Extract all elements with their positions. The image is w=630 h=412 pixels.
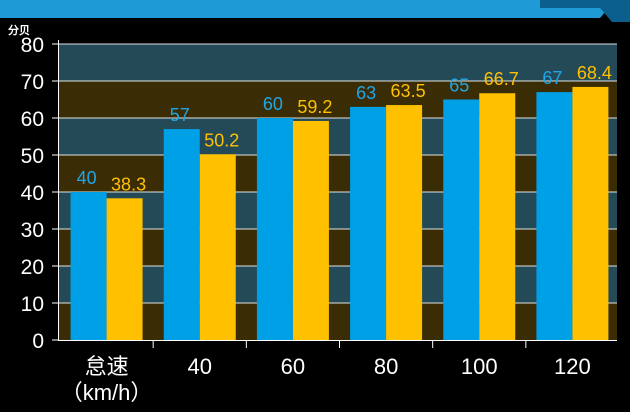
band-30-40 (58, 192, 617, 229)
x-category-label-0: 怠速（km/h） (61, 354, 153, 405)
data-label-s1-3: 63 (356, 83, 376, 103)
y-tick-label-70: 70 (21, 71, 44, 94)
x-category-label-2: 60 (281, 354, 305, 379)
data-label-s1-2: 60 (263, 94, 283, 114)
band-70-80 (58, 44, 617, 81)
x-category-label-1: 40 (188, 354, 212, 379)
band-50-60 (58, 118, 617, 155)
bar-s2-1 (199, 154, 236, 340)
bar-s1-5 (536, 92, 573, 340)
y-tick-label-60: 60 (21, 108, 44, 131)
band-0-10 (58, 303, 617, 340)
x-category-label-3: 80 (374, 354, 398, 379)
x-category-line: 怠速 (85, 354, 129, 379)
bar-s2-4 (479, 93, 516, 341)
band-60-70 (58, 81, 617, 118)
x-axis: 怠速（km/h） 40 60 80 100 120 (58, 340, 617, 405)
data-labels: 40 38.3 57 50.2 60 59.2 63 63.5 65 66.7 67 68.4 (77, 63, 612, 194)
y-tick-label-30: 30 (21, 219, 44, 242)
bar-s2-3 (386, 105, 423, 340)
x-category-line: （km/h） (61, 380, 153, 405)
x-category-line: 120 (554, 354, 591, 379)
bar-s1-1 (163, 129, 200, 340)
bar-s1-0 (70, 192, 107, 340)
data-label-s2-5: 68.4 (577, 63, 612, 83)
bar-s2-5 (572, 86, 609, 340)
data-label-s1-5: 67 (542, 68, 562, 88)
data-label-s2-4: 66.7 (484, 69, 519, 89)
bar-s1-2 (256, 118, 293, 340)
y-tick-label-40: 40 (21, 182, 44, 205)
y-unit-label: 分贝 (8, 23, 30, 37)
bars (70, 86, 609, 341)
data-label-s1-0: 40 (77, 168, 97, 188)
y-tick-label-0: 0 (32, 330, 44, 353)
x-category-line: 60 (281, 354, 305, 379)
x-category-line: 40 (188, 354, 212, 379)
y-tick-label-10: 10 (21, 293, 44, 316)
y-tick-label-80: 80 (21, 34, 44, 57)
bar-s1-3 (350, 106, 387, 341)
x-category-label-4: 100 (461, 354, 498, 379)
data-label-s2-2: 59.2 (297, 97, 332, 117)
data-label-s1-4: 65 (449, 76, 469, 96)
band-40-50 (58, 155, 617, 192)
x-category-line: 80 (374, 354, 398, 379)
gridlines (58, 43, 617, 304)
bar-s1-4 (443, 99, 480, 340)
data-label-s2-1: 50.2 (204, 130, 239, 150)
top-accent-strip (0, 0, 630, 18)
bar-s2-2 (292, 120, 329, 341)
y-axis: 0 10 20 30 40 50 60 70 80 (21, 34, 59, 353)
x-category-label-5: 120 (554, 354, 591, 379)
data-label-s2-3: 63.5 (391, 81, 426, 101)
data-label-s1-1: 57 (170, 105, 190, 125)
bar-s2-0 (106, 198, 143, 340)
y-tick-label-50: 50 (21, 145, 44, 168)
band-10-20 (58, 266, 617, 303)
y-tick-label-20: 20 (21, 256, 44, 279)
x-category-line: 100 (461, 354, 498, 379)
data-label-s2-0: 38.3 (111, 174, 146, 194)
background-bands (58, 44, 617, 340)
top-accent-notch (540, 0, 630, 22)
band-20-30 (58, 229, 617, 266)
